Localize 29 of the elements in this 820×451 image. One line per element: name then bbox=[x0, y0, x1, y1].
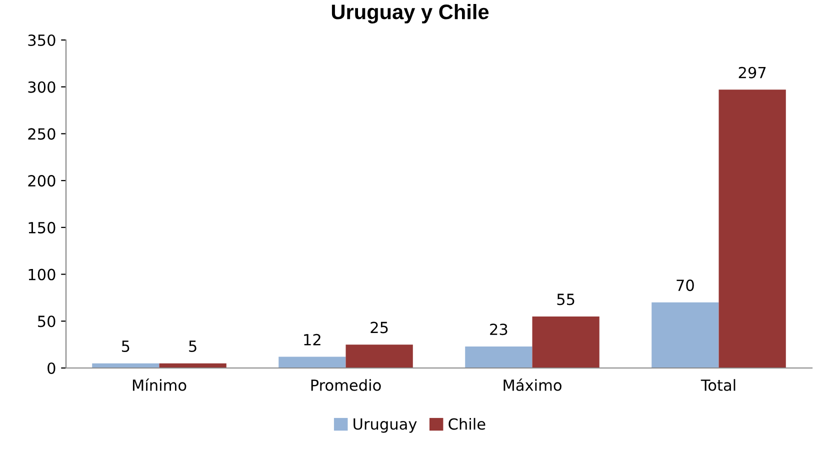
bar bbox=[465, 346, 532, 368]
bar bbox=[718, 90, 786, 368]
data-label: 55 bbox=[557, 294, 574, 306]
legend-label: Chile bbox=[448, 418, 486, 430]
data-label: 25 bbox=[370, 322, 388, 334]
y-tick-label: 50 bbox=[38, 316, 56, 328]
data-label: 70 bbox=[676, 280, 694, 292]
x-tick-label: Total bbox=[700, 379, 736, 391]
bar bbox=[346, 344, 413, 368]
bar bbox=[652, 302, 719, 368]
y-tick-label: 250 bbox=[28, 128, 56, 140]
y-tick-label: 0 bbox=[48, 362, 56, 374]
bar bbox=[278, 356, 346, 368]
legend-label: Uruguay bbox=[354, 418, 417, 433]
bar bbox=[532, 316, 600, 368]
x-tick-label: Máximo bbox=[504, 378, 562, 391]
x-tick-label: Promedio bbox=[311, 379, 381, 391]
y-tick-label: 300 bbox=[28, 81, 56, 93]
chart-title: Uruguay y Chile bbox=[332, 4, 489, 24]
y-tick-label: 350 bbox=[28, 34, 56, 46]
data-label: 5 bbox=[189, 340, 196, 352]
y-tick-label: 200 bbox=[28, 175, 56, 187]
y-tick-label: 150 bbox=[28, 222, 56, 234]
data-label: 5 bbox=[122, 340, 130, 352]
x-tick-label: Mínimo bbox=[132, 378, 186, 391]
data-label: 297 bbox=[738, 66, 766, 78]
y-tick-label: 100 bbox=[28, 268, 56, 280]
data-label: 12 bbox=[304, 334, 320, 346]
data-label: 23 bbox=[490, 324, 508, 336]
